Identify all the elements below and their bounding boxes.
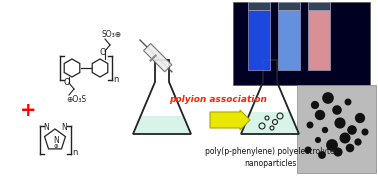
Text: N: N: [61, 123, 67, 132]
Polygon shape: [144, 43, 172, 72]
Text: n: n: [113, 75, 118, 84]
Circle shape: [361, 128, 369, 136]
Circle shape: [322, 127, 328, 133]
Text: poly(p-phenylene) polyelectrolyte
nanoparticles: poly(p-phenylene) polyelectrolyte nanopa…: [205, 147, 335, 168]
Text: ⊕O₃S: ⊕O₃S: [66, 95, 86, 104]
FancyArrow shape: [210, 110, 250, 130]
Bar: [308, 10, 330, 70]
Bar: [278, 2, 300, 10]
Polygon shape: [133, 116, 191, 134]
Circle shape: [339, 133, 350, 143]
Circle shape: [318, 151, 326, 159]
Circle shape: [355, 113, 365, 123]
Circle shape: [315, 137, 321, 143]
Bar: [248, 2, 270, 10]
Text: O: O: [64, 78, 71, 87]
Polygon shape: [241, 112, 299, 134]
Text: O: O: [100, 48, 107, 57]
Circle shape: [332, 105, 342, 115]
Circle shape: [354, 138, 362, 146]
Bar: [278, 10, 300, 70]
Text: SO₃⊕: SO₃⊕: [101, 30, 121, 39]
Bar: [248, 10, 270, 70]
Circle shape: [346, 144, 354, 152]
Text: n: n: [72, 148, 77, 157]
Circle shape: [347, 125, 357, 135]
Circle shape: [322, 92, 334, 104]
Bar: [297, 85, 376, 173]
Circle shape: [344, 99, 352, 105]
Circle shape: [315, 110, 325, 120]
Text: polyion association: polyion association: [169, 96, 267, 105]
Circle shape: [307, 122, 313, 128]
Text: ⊕: ⊕: [54, 144, 59, 149]
Circle shape: [304, 146, 311, 153]
Text: N: N: [53, 136, 59, 145]
Text: N: N: [43, 123, 49, 132]
Text: +: +: [20, 100, 36, 120]
Circle shape: [311, 101, 319, 109]
Circle shape: [335, 117, 345, 129]
Circle shape: [326, 139, 338, 151]
Bar: [308, 2, 330, 10]
Circle shape: [333, 147, 342, 157]
Bar: [233, 2, 370, 85]
